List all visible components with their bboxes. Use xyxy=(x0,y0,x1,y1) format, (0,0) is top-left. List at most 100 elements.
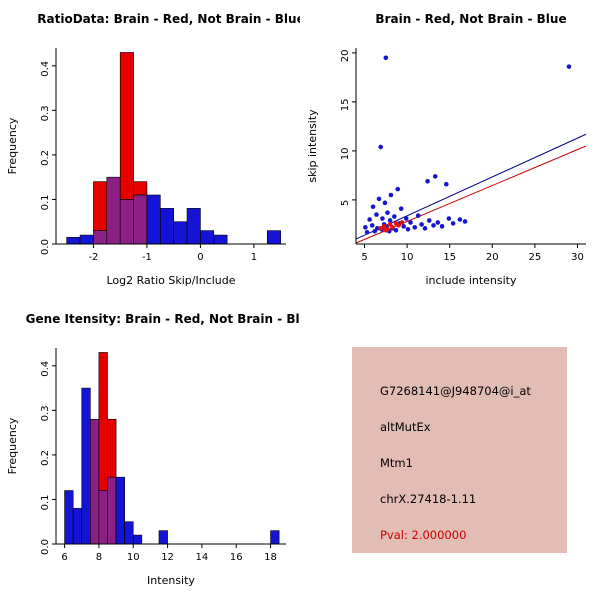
gene-info-box: G7268141@J948704@i_at altMutEx Mtm1 chrX… xyxy=(352,347,567,553)
y-tick-label: 0.0 xyxy=(40,539,51,555)
x-tick-label: 0 xyxy=(197,252,203,263)
x-axis-label: Log2 Ratio Skip/Include xyxy=(106,274,235,287)
scatter-point xyxy=(399,220,405,225)
x-tick-label: 5 xyxy=(361,252,367,263)
scatter-point xyxy=(462,219,468,224)
scatter-point xyxy=(390,225,395,230)
panel-gene-intensity-histogram: Gene Itensity: Brain - Red, Not Brain - … xyxy=(0,300,300,600)
histogram-bar xyxy=(132,534,143,545)
scatter-point xyxy=(431,223,436,228)
scatter-point xyxy=(435,220,441,225)
x-axis-label: include intensity xyxy=(425,274,517,287)
histogram-bar xyxy=(119,199,134,245)
histogram-bar xyxy=(93,230,108,245)
scatter-point xyxy=(415,213,421,218)
histogram-bar xyxy=(173,221,188,245)
histogram-bar xyxy=(186,208,201,245)
histogram-bar xyxy=(119,52,134,200)
scatter-point xyxy=(363,225,368,230)
scatter-point xyxy=(425,178,430,184)
histogram-bar xyxy=(266,230,281,245)
scatter-point xyxy=(387,218,393,223)
histogram-bar xyxy=(133,181,148,196)
histogram-bar xyxy=(66,237,81,245)
scatter-point xyxy=(383,55,389,61)
scatter-point xyxy=(412,225,418,230)
scatter-point xyxy=(381,224,387,229)
x-tick-label: 30 xyxy=(571,252,584,263)
x-tick-label: 14 xyxy=(196,552,209,563)
y-tick-label: 10 xyxy=(340,148,351,161)
histogram-bar xyxy=(146,194,161,245)
histogram-bar xyxy=(158,530,168,545)
scatter-point xyxy=(446,216,452,221)
x-tick-label: 8 xyxy=(96,552,102,563)
y-tick-label: 0.1 xyxy=(40,495,51,511)
panel-ratio-histogram: RatioData: Brain - Red, Not Brain - Blue… xyxy=(0,0,300,300)
scatter-point xyxy=(403,216,409,221)
scatter-point xyxy=(392,214,397,219)
scatter-point xyxy=(369,223,375,228)
scatter-point xyxy=(422,226,428,231)
y-axis-label: skip intensity xyxy=(306,109,319,183)
scatter-point xyxy=(426,218,432,223)
x-tick-label: 18 xyxy=(264,552,277,563)
y-tick-label: 0.3 xyxy=(40,405,51,421)
x-tick-label: -2 xyxy=(88,252,98,263)
scatter-point xyxy=(398,206,404,212)
info-line-probe-id: G7268141@J948704@i_at xyxy=(380,384,531,398)
histogram-bar xyxy=(200,230,215,245)
intensity-scatter-svg: Brain - Red, Not Brain - Blue 5 10 15 20 25 30… xyxy=(306,12,587,287)
x-tick-label: 25 xyxy=(529,252,542,263)
histogram-bar xyxy=(98,490,108,545)
histogram-bar xyxy=(133,194,148,245)
y-tick-label: 0.0 xyxy=(40,239,51,255)
scatter-point xyxy=(378,144,384,150)
scatter-point xyxy=(408,220,413,225)
chart-title: Gene Itensity: Brain - Red, Not Brain - … xyxy=(26,312,300,326)
gene-hist-svg: Gene Itensity: Brain - Red, Not Brain - … xyxy=(6,312,300,587)
not-brain-fit-line xyxy=(355,133,587,240)
info-line-pvalue: Pval: 2.000000 xyxy=(380,528,467,542)
histogram-bar xyxy=(107,476,117,545)
x-tick-label: 6 xyxy=(61,552,67,563)
y-tick-label: 0.1 xyxy=(40,195,51,211)
x-tick-label: 15 xyxy=(443,252,456,263)
scatter-point xyxy=(393,227,399,233)
scatter-point xyxy=(566,64,572,69)
y-axis-label: Frequency xyxy=(6,417,19,474)
scatter-point xyxy=(382,200,388,206)
scatter-point xyxy=(388,192,394,198)
scatter-point xyxy=(364,229,370,235)
scatter-point xyxy=(401,224,407,229)
histogram-bar xyxy=(106,176,121,245)
panel-intensity-scatter: Brain - Red, Not Brain - Blue 5 10 15 20 25 30… xyxy=(300,0,600,300)
scatter-point xyxy=(405,227,411,232)
histogram-bar xyxy=(81,387,91,545)
info-line-event-type: altMutEx xyxy=(380,420,431,434)
y-tick-label: 0.4 xyxy=(40,361,51,377)
scatter-point xyxy=(385,210,390,215)
histogram-bar xyxy=(115,476,125,545)
histogram-bar xyxy=(124,521,134,545)
scatter-point xyxy=(378,226,384,231)
scatter-point xyxy=(383,227,389,233)
y-tick-label: 0.2 xyxy=(40,150,51,166)
x-tick-label: 10 xyxy=(401,252,414,263)
histogram-bar xyxy=(98,352,108,491)
histogram-bar xyxy=(64,490,74,545)
chart-title: Brain - Red, Not Brain - Blue xyxy=(375,12,566,26)
ratio-hist-svg: RatioData: Brain - Red, Not Brain - Blue… xyxy=(6,12,300,287)
scatter-point xyxy=(432,174,438,179)
scatter-point xyxy=(370,204,376,210)
scatter-point xyxy=(450,221,456,226)
scatter-point xyxy=(374,212,379,217)
scatter-point xyxy=(380,216,385,221)
y-tick-label: 0.2 xyxy=(40,450,51,466)
histogram-bar xyxy=(79,234,94,245)
info-line-chromosome-location: chrX.27418-1.11 xyxy=(380,492,477,506)
panel-gene-info: G7268141@J948704@i_at altMutEx Mtm1 chrX… xyxy=(300,300,600,600)
info-line-gene-symbol: Mtm1 xyxy=(380,456,413,470)
y-tick-label: 0.4 xyxy=(40,61,51,77)
